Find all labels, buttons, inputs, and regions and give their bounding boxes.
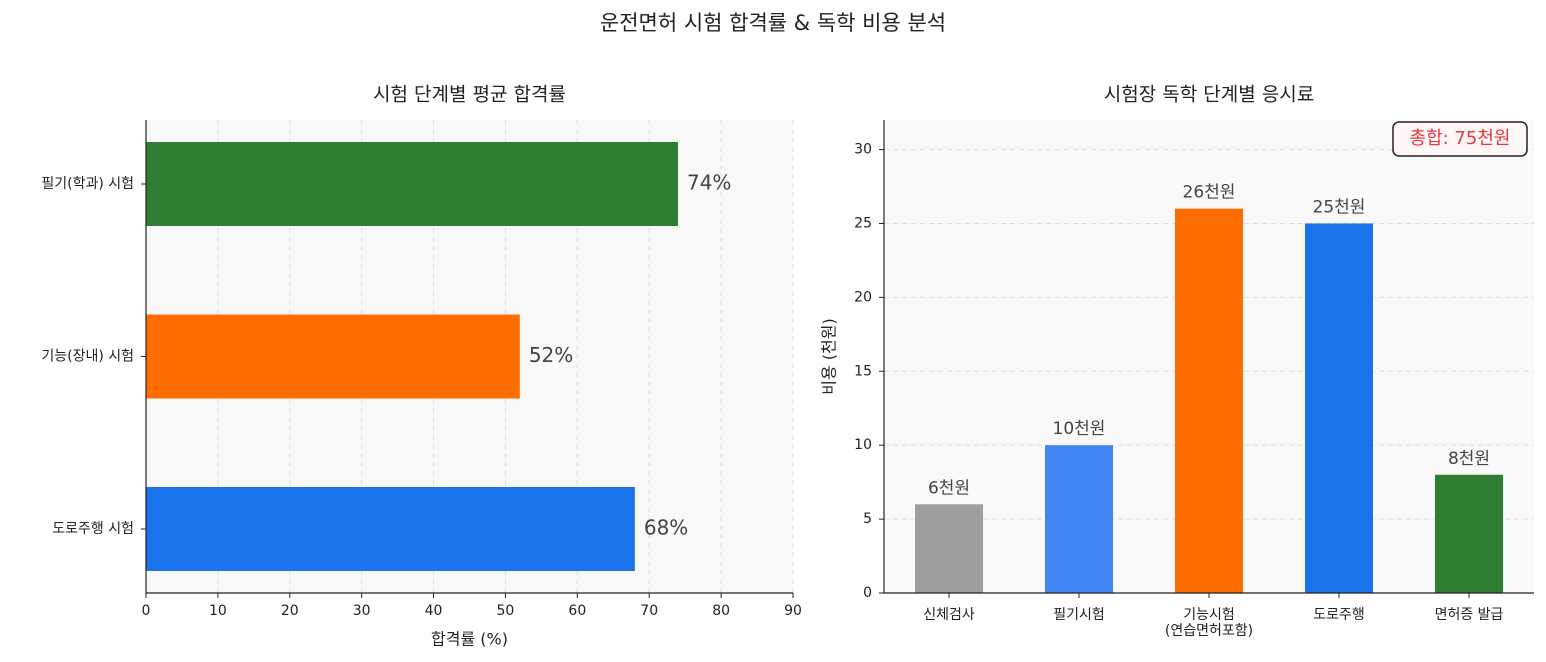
chart-title: 시험 단계별 평균 합격률 bbox=[373, 84, 566, 106]
x-tick-label: 60 bbox=[568, 603, 586, 619]
bar bbox=[915, 504, 983, 593]
y-tick-label: 필기(학과) 시험 bbox=[41, 176, 134, 192]
value-label: 52% bbox=[529, 343, 573, 367]
y-tick-label: 0 bbox=[863, 585, 872, 601]
y-tick-label: 10 bbox=[854, 437, 872, 453]
x-tick-label: 40 bbox=[425, 603, 443, 619]
x-tick-label: 필기시험 bbox=[1053, 607, 1105, 623]
x-tick-label: 80 bbox=[712, 603, 730, 619]
annotation: 총합: 75천원 bbox=[1410, 128, 1511, 149]
y-tick-label: 30 bbox=[854, 142, 872, 158]
bar bbox=[1435, 474, 1503, 593]
x-tick-label: 도로주행 bbox=[1313, 607, 1365, 623]
bar bbox=[146, 314, 520, 399]
x-tick-label: 30 bbox=[353, 603, 371, 619]
y-tick-label: 도로주행 시험 bbox=[52, 521, 134, 537]
value-label: 68% bbox=[644, 516, 688, 540]
x-tick-label: 0 bbox=[142, 603, 151, 619]
value-label: 26천원 bbox=[1183, 183, 1236, 203]
y-axis-label: 비용 (천원) bbox=[820, 318, 839, 394]
y-tick-label: 20 bbox=[854, 289, 872, 305]
x-tick-label: 기능시험 (연습면허포함) bbox=[1165, 607, 1253, 639]
bar bbox=[146, 142, 678, 226]
value-label: 6천원 bbox=[928, 478, 970, 498]
x-tick-label: 면허증 발급 bbox=[1435, 607, 1504, 623]
x-tick-label: 70 bbox=[640, 603, 658, 619]
y-tick-label: 15 bbox=[854, 363, 872, 379]
bar bbox=[146, 487, 635, 571]
bar bbox=[1175, 208, 1243, 593]
figure-title: 운전면허 시험 합격률 & 독학 비용 분석 bbox=[600, 11, 946, 35]
value-label: 10천원 bbox=[1053, 419, 1106, 439]
annotation-box bbox=[1392, 121, 1528, 157]
x-tick-label: 10 bbox=[209, 603, 227, 619]
value-label: 74% bbox=[687, 171, 731, 195]
y-tick-label: 기능(장내) 시험 bbox=[41, 349, 134, 365]
x-tick-label: 90 bbox=[784, 603, 802, 619]
value-label: 25천원 bbox=[1313, 197, 1366, 217]
x-tick-label: 50 bbox=[497, 603, 515, 619]
y-tick-label: 25 bbox=[854, 215, 872, 231]
x-tick-label: 20 bbox=[281, 603, 299, 619]
x-tick-label: 신체검사 bbox=[923, 607, 975, 623]
bar bbox=[1305, 223, 1373, 593]
y-tick-label: 5 bbox=[863, 511, 872, 527]
value-label: 8천원 bbox=[1448, 449, 1490, 469]
x-axis-label: 합격률 (%) bbox=[431, 630, 508, 649]
bar bbox=[1045, 445, 1113, 593]
chart-title: 시험장 독학 단계별 응시료 bbox=[1104, 84, 1314, 106]
